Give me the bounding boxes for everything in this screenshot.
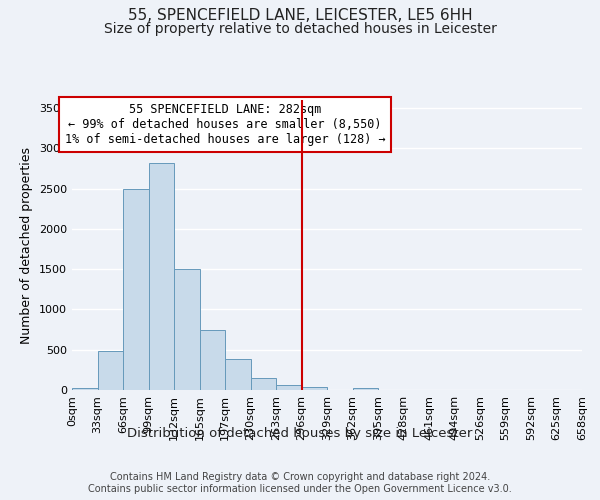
Bar (353, 388, 378, 390)
Bar (225, 360, 251, 390)
Text: Distribution of detached houses by size in Leicester: Distribution of detached houses by size … (127, 428, 473, 440)
Bar (302, 387, 327, 390)
Bar (199, 330, 225, 390)
Bar (123, 188, 149, 390)
Text: 55 SPENCEFIELD LANE: 282sqm
← 99% of detached houses are smaller (8,550)
1% of s: 55 SPENCEFIELD LANE: 282sqm ← 99% of det… (65, 103, 385, 146)
Bar (97, 352, 123, 390)
Bar (251, 378, 276, 390)
Text: 55, SPENCEFIELD LANE, LEICESTER, LE5 6HH: 55, SPENCEFIELD LANE, LEICESTER, LE5 6HH (128, 8, 472, 22)
Bar (174, 269, 199, 390)
Text: Size of property relative to detached houses in Leicester: Size of property relative to detached ho… (104, 22, 496, 36)
Text: Contains HM Land Registry data © Crown copyright and database right 2024.
Contai: Contains HM Land Registry data © Crown c… (88, 472, 512, 494)
Bar (72, 388, 97, 390)
Bar (276, 385, 302, 390)
Y-axis label: Number of detached properties: Number of detached properties (20, 146, 34, 344)
Bar (149, 163, 174, 390)
